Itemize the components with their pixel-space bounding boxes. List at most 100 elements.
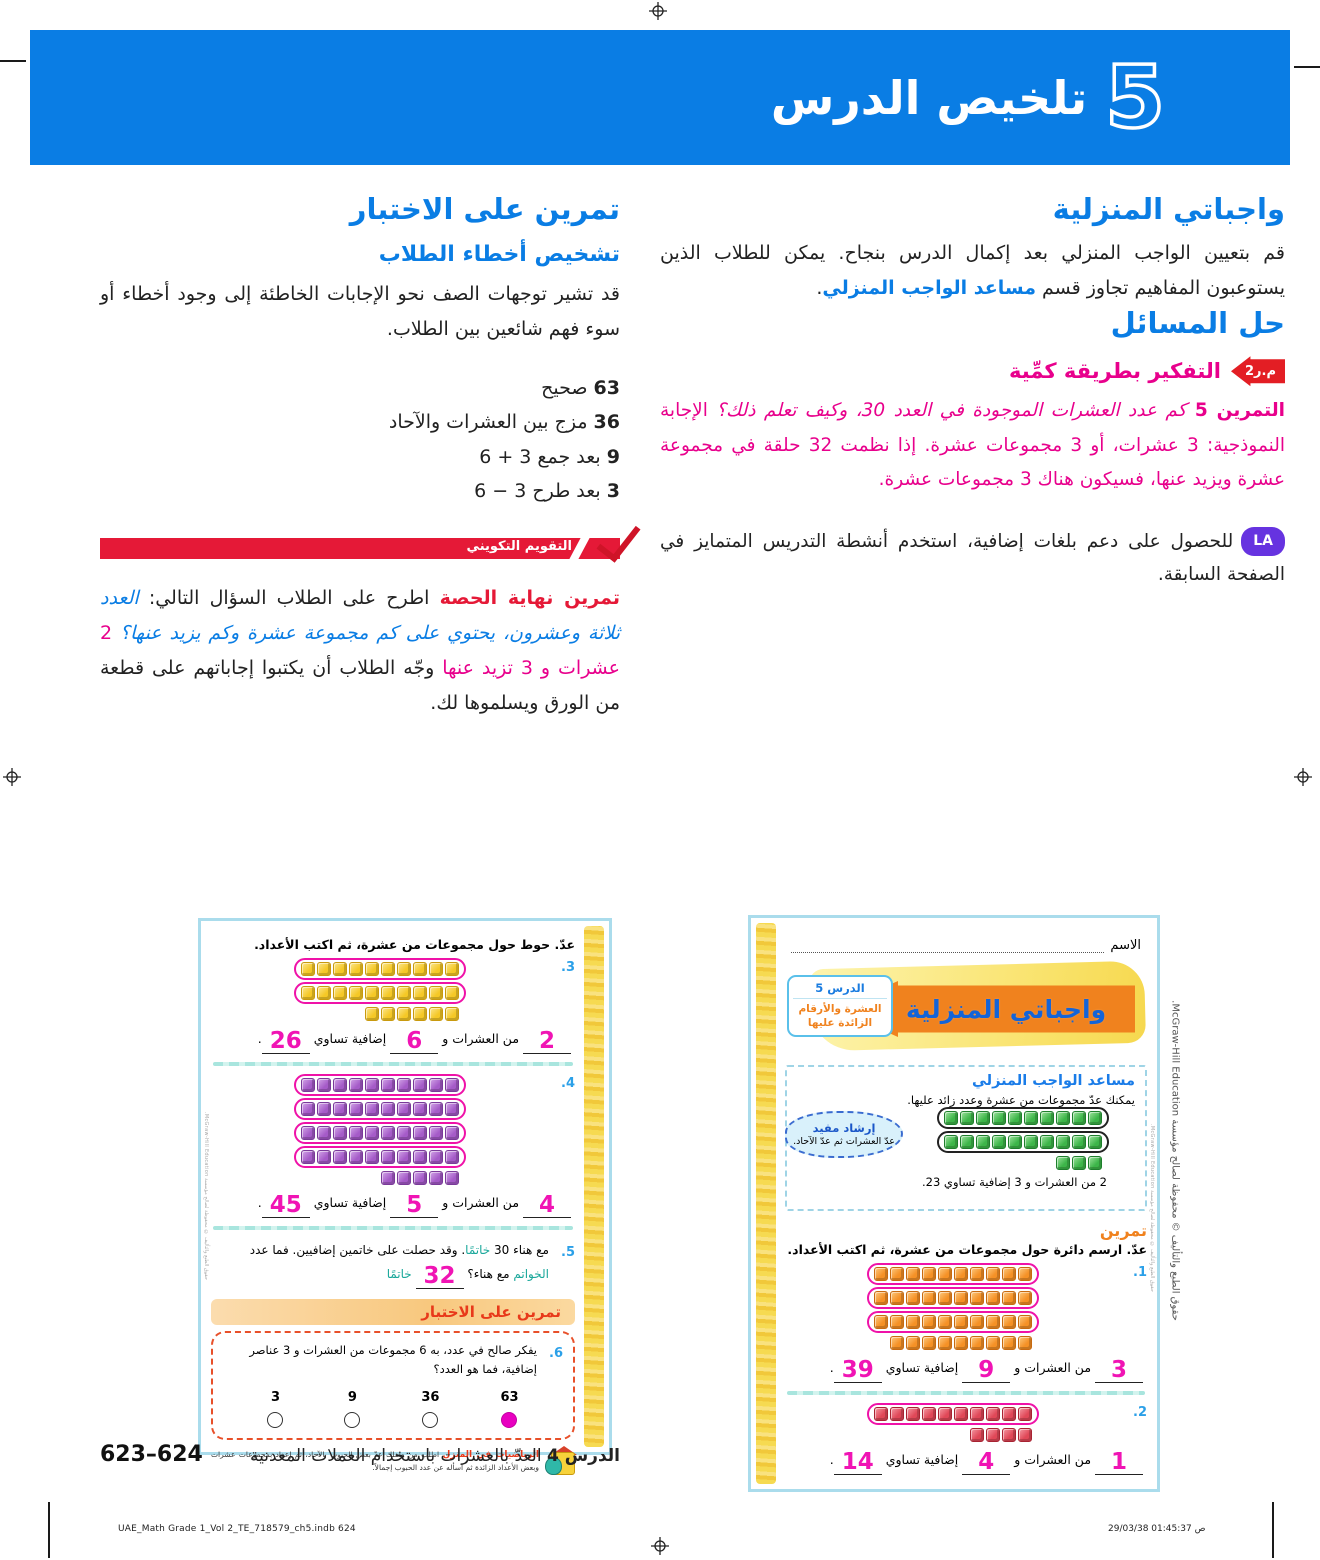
radio-button[interactable] (344, 1411, 361, 1428)
radio-button-selected[interactable] (501, 1411, 518, 1428)
wp-text: مع هناء؟ (463, 1266, 514, 1281)
answer-text: إضافية تساوي (309, 1031, 391, 1046)
problem-solving-paragraph: التمرين 5 كم عدد العشرات الموجودة في الع… (660, 394, 1285, 497)
homework-sheet-content: الاسم واجباتي المنزلية الدرس 5 العشرة وا… (785, 924, 1147, 1483)
footer-lesson-title: العدّ بالعشرات باستخدام العملات المعدنية (250, 1446, 547, 1466)
word-problem-text: مع هناء 30 خاتمًا. وقد حصلت على خاتمين إ… (211, 1238, 549, 1289)
option-label: 9 (347, 1389, 357, 1405)
wp-teal-word: الخواتم (513, 1266, 549, 1281)
homework-paragraph: قم بتعيين الواجب المنزلي بعد إكمال الدرس… (660, 236, 1285, 306)
exercise-number: 4. (561, 1075, 575, 1091)
ones-blank[interactable]: 9 (962, 1359, 1011, 1383)
exercise-1-blocks (867, 1263, 1039, 1350)
print-timestamp: 29/03/38 01:45:37 ص (1108, 1524, 1206, 1534)
exercise-2-answer-line: 1 من العشرات و 4 إضافية تساوي 14. (789, 1450, 1143, 1475)
option-36: 36 (421, 1390, 439, 1428)
divider (213, 1061, 573, 1066)
crop-tick-top-left (0, 60, 26, 62)
error-desc: بعد طرح 3 − 6 (474, 479, 607, 502)
formative-text1: اطرح على الطلاب السؤال التالي: (138, 587, 440, 610)
diagnose-errors-paragraph: قد تشير توجهات الصف نحو الإجابات الخاطئة… (100, 283, 620, 341)
error-item: 36 مزج بين العشرات والآحاد (100, 405, 620, 439)
error-analysis-list: 63 صحيح 36 مزج بين العشرات والآحاد 9 بعد… (100, 371, 620, 508)
column-homework: واجباتي المنزلية قم بتعيين الواجب المنزل… (660, 192, 1285, 592)
error-value: 9 (606, 445, 620, 468)
exercise-3: 3. (211, 958, 575, 1021)
error-item: 63 صحيح (100, 371, 620, 405)
exercise-1: 1. (785, 1263, 1147, 1350)
tens-blank[interactable]: 1 (1095, 1450, 1143, 1475)
owl-house-icon (545, 1445, 577, 1475)
footer-lesson-number: الدرس 4 (546, 1446, 620, 1466)
crayon-edge-strip (756, 923, 776, 1484)
circled-group-of-ten (867, 1287, 1039, 1309)
exercise-number: 5. (561, 1244, 575, 1260)
circled-group-of-ten (867, 1402, 1039, 1425)
homework-helper-ref: مساعد الواجب المنزلي (822, 277, 1036, 300)
circled-group-of-ten (294, 1073, 466, 1096)
ones-blank[interactable]: 4 (962, 1450, 1011, 1475)
homework-text-end: . (816, 277, 823, 300)
total-blank[interactable]: 45 (261, 1193, 310, 1218)
lesson-tag-bubble: الدرس 5 العشرة والأرقام الزائدة عليها (787, 975, 893, 1038)
exercise-number: 1. (1133, 1265, 1147, 1280)
strategy-row: م.ر2 التفكير بطريقة كمِّية (660, 356, 1285, 387)
registration-mark-bottom (651, 1537, 669, 1555)
extra-blocks-row (365, 1006, 466, 1021)
answer-text: من العشرات و (438, 1031, 523, 1046)
crop-tick-bottom-left (48, 1502, 50, 1558)
ones-blank[interactable]: 5 (390, 1193, 439, 1218)
error-desc: مزج بين العشرات والآحاد (388, 411, 594, 434)
answer-text: إضافية تساوي (309, 1194, 391, 1210)
crop-tick-bottom-right (1272, 1502, 1274, 1558)
formative-assessment-banner: التقويم التكويني (100, 515, 641, 563)
radio-button[interactable] (422, 1411, 439, 1428)
practice-sheet-content: عدّ. حوط حول مجموعات من عشرة، ثم اكتب ال… (211, 927, 577, 1475)
total-blank[interactable]: 26 (261, 1030, 310, 1054)
homework-heading: واجباتي المنزلية (1052, 192, 1285, 226)
answer-dot: . (257, 1194, 262, 1210)
practice-instruction: عدّ. حوط حول مجموعات من عشرة، ثم اكتب ال… (254, 937, 575, 952)
error-value: 3 (606, 479, 620, 502)
answer-options: 63 36 9 3 (223, 1390, 563, 1428)
answer-dot: . (829, 1360, 834, 1375)
radio-button[interactable] (267, 1411, 284, 1428)
formative-question: العدد ثلاثة وعشرون، يحتوي على كم مجموعة … (100, 587, 620, 645)
lesson-tag-number: الدرس 5 (793, 981, 887, 999)
footer-lesson-reference: الدرس 4 العدّ بالعشرات باستخدام العملات … (250, 1446, 620, 1466)
homework-worksheet-thumbnail: حقوق الطبع والتأليف © محفوظة لصالح مؤسسة… (748, 915, 1160, 1492)
tens-blank[interactable]: 4 (523, 1193, 571, 1218)
option-9: 9 (344, 1389, 361, 1428)
formative-text2: وجّه الطلاب أن يكتبوا إجاباتهم على قطعة … (100, 657, 620, 715)
wp-teal-word: خاتمًا (386, 1266, 416, 1281)
tens-blank[interactable]: 3 (1095, 1359, 1143, 1383)
circled-group-of-ten (294, 982, 466, 1004)
word-problem-answer-blank[interactable]: 32 (415, 1264, 464, 1289)
test-question-row: 6. يفكر صالح في عدد، به 6 مجموعات من الع… (223, 1341, 563, 1380)
test-practice-question-box: 6. يفكر صالح في عدد، به 6 مجموعات من الع… (211, 1330, 575, 1440)
registration-mark-left (3, 768, 21, 786)
name-row: الاسم (791, 938, 1141, 953)
side-copyright: حقوق الطبع والتأليف © محفوظة لصالح مؤسسة… (1169, 1000, 1181, 1321)
language-support-paragraph: LAللحصول على دعم بلغات إضافية، استخدم أن… (660, 525, 1285, 592)
circled-group-of-ten (294, 1097, 466, 1120)
error-desc: بعد جمع 3 + 6 (479, 445, 607, 468)
worksheet-copyright: حقوق الطبع والتأليف © محفوظة لصالح مؤسسة… (203, 1112, 209, 1281)
name-label: الاسم (1110, 938, 1141, 953)
formative-answer: 2 عشرات و 3 تزيد عنها (100, 622, 620, 680)
hint-cloud: إرشاد مفيد عدّ العشرات ثم عدّ الآحاد. (785, 1111, 903, 1159)
total-blank[interactable]: 14 (833, 1450, 882, 1475)
error-desc: صحيح (541, 377, 594, 400)
ones-blank[interactable]: 6 (390, 1030, 439, 1054)
footer-page-numbers: 623–624 (100, 1442, 203, 1467)
exercise-2: 2. (785, 1402, 1147, 1442)
tens-blank[interactable]: 2 (523, 1030, 571, 1054)
wp-teal-word: خاتمًا (465, 1242, 491, 1257)
total-blank[interactable]: 39 (833, 1359, 882, 1383)
name-input-line[interactable] (791, 938, 1105, 953)
exercise-3-blocks (294, 958, 466, 1021)
registration-mark-top (649, 2, 667, 20)
lesson-tag-topic: العشرة والأرقام الزائدة عليها (798, 1003, 882, 1030)
test-practice-band: تمرين على الاختبار (211, 1298, 575, 1325)
